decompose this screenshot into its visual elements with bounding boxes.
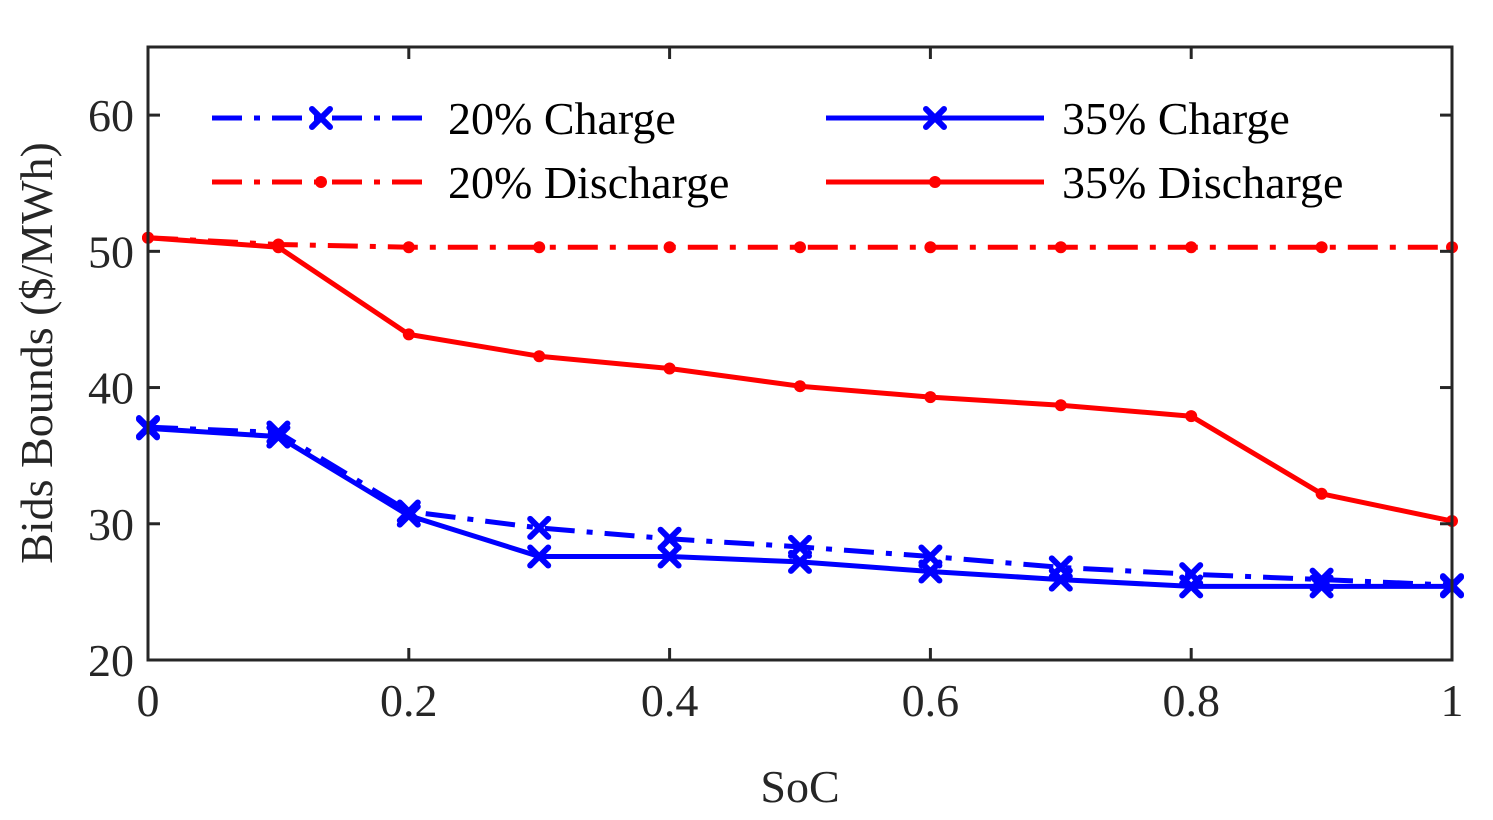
data-point-20-discharge	[402, 241, 415, 254]
legend-label: 20% Discharge	[448, 157, 729, 208]
x-tick-label: 0	[137, 675, 160, 726]
legend-marker	[929, 176, 941, 188]
legend-item-20-discharge: 20% Discharge	[212, 157, 729, 208]
legend-item-35-charge: 35% Charge	[826, 93, 1290, 144]
data-point-35-charge	[527, 544, 552, 569]
legend-marker	[315, 176, 327, 188]
data-point-35-charge	[266, 424, 291, 449]
data-point-35-charge	[396, 503, 421, 528]
data-point-20-discharge	[924, 241, 937, 254]
legend-marker	[923, 106, 947, 130]
legend-item-35-discharge: 35% Discharge	[826, 157, 1343, 208]
plot-frame	[146, 45, 1454, 662]
y-tick-label: 20	[88, 635, 134, 686]
data-point-35-charge	[657, 544, 682, 569]
legend-marker	[309, 106, 333, 130]
data-point-20-discharge	[533, 241, 546, 254]
x-tick-label: 0.8	[1162, 675, 1220, 726]
legend-item-20-charge: 20% Charge	[212, 93, 676, 144]
data-point-20-discharge	[1185, 241, 1198, 254]
data-point-35-discharge	[272, 241, 285, 254]
data-point-35-discharge	[924, 391, 937, 404]
y-tick-label: 30	[88, 499, 134, 550]
data-point-35-charge	[1309, 574, 1334, 599]
y-axis-label: Bids Bounds ($/MWh)	[11, 142, 62, 564]
data-point-20-charge	[657, 526, 682, 551]
data-point-35-charge	[918, 559, 943, 584]
data-point-35-discharge	[1185, 410, 1198, 423]
data-point-35-discharge	[402, 328, 415, 341]
series-layer	[136, 231, 1464, 599]
data-point-35-charge	[1179, 574, 1204, 599]
y-tick-label: 60	[88, 90, 134, 141]
x-tick-label: 0.6	[902, 675, 960, 726]
legend: 20% Charge 35% Charge 20% Discharge 35% Dis…	[212, 93, 1343, 208]
data-point-35-discharge	[1054, 399, 1067, 412]
y-tick-label: 50	[88, 226, 134, 277]
legend-label: 35% Charge	[1062, 93, 1290, 144]
data-point-35-discharge	[794, 380, 806, 393]
data-point-20-discharge	[663, 241, 676, 254]
x-tick-label: 1	[1441, 675, 1464, 726]
x-axis-label: SoC	[760, 761, 839, 812]
series-line-20-discharge	[147, 235, 1452, 250]
data-point-35-discharge	[663, 362, 676, 375]
data-point-35-discharge	[533, 350, 546, 363]
legend-label: 20% Charge	[448, 93, 676, 144]
data-point-35-charge	[788, 549, 812, 574]
x-tick-label: 0.2	[380, 675, 438, 726]
data-point-35-discharge	[1315, 487, 1328, 500]
data-point-20-discharge	[794, 241, 806, 254]
data-point-20-charge	[527, 515, 552, 540]
data-point-20-discharge	[1315, 241, 1328, 254]
data-point-35-charge	[1048, 567, 1073, 592]
x-tick-label: 0.4	[641, 675, 699, 726]
ticks-layer: 0 0.2 0.4 0.6 0.8 1 20 30 40 50 60	[88, 47, 1464, 726]
y-tick-label: 40	[88, 363, 134, 414]
data-point-20-discharge	[1054, 241, 1067, 254]
legend-label: 35% Discharge	[1062, 157, 1343, 208]
